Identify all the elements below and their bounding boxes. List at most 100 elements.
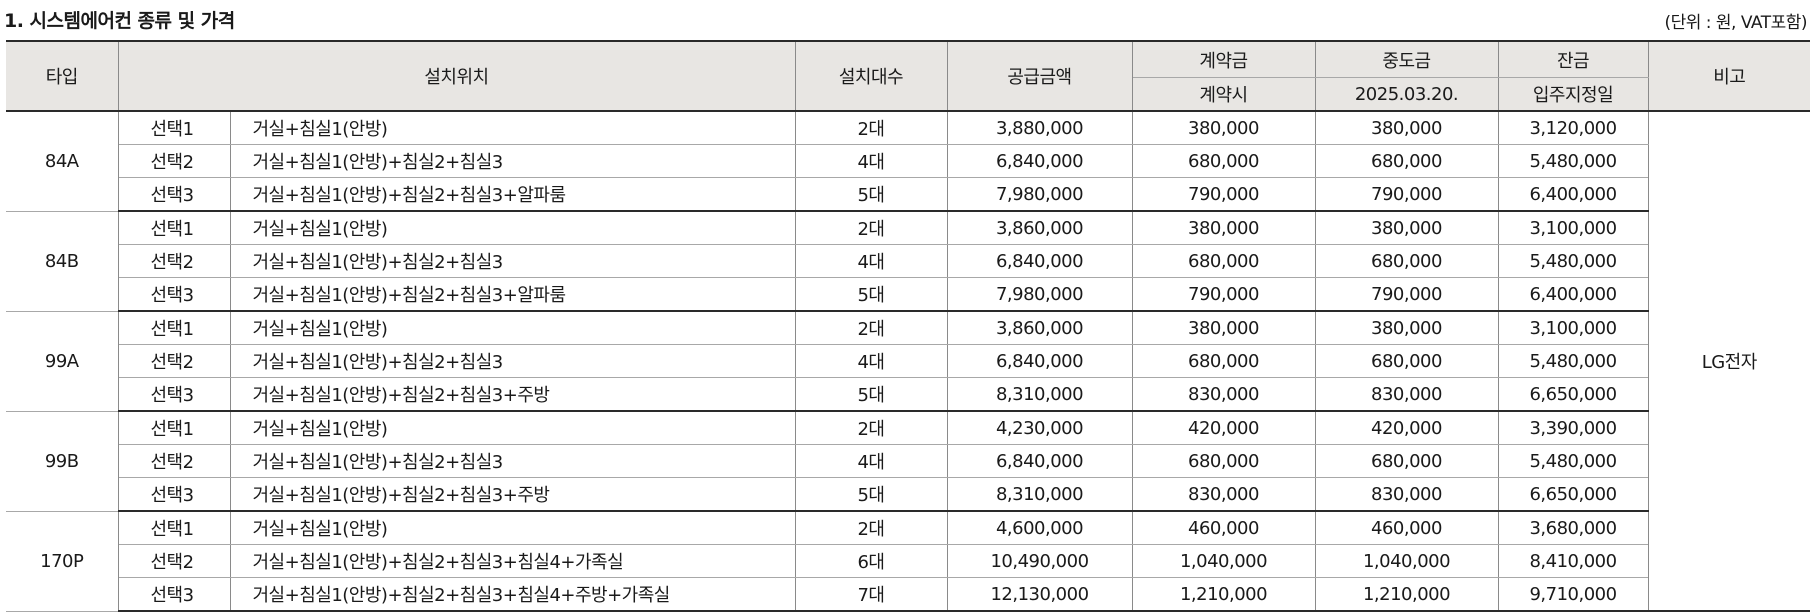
middle-cell: 790,000 xyxy=(1314,277,1499,312)
supply-cell: 8,310,000 xyxy=(946,377,1133,412)
table-row: 84A 선택1 거실+침실1(안방) 2대 3,880,000 380,000 … xyxy=(6,110,1810,612)
deposit-cell: 790,000 xyxy=(1131,177,1316,212)
count-cell: 4대 xyxy=(794,344,948,378)
middle-cell: 680,000 xyxy=(1314,244,1499,278)
deposit-cell: 680,000 xyxy=(1131,144,1316,178)
location-cell: 거실+침실1(안방) xyxy=(229,310,796,345)
middle-cell: 680,000 xyxy=(1314,344,1499,378)
table-row: 선택2 거실+침실1(안방)+침실2+침실3+침실4+가족실 6대 10,490… xyxy=(6,544,1810,578)
deposit-cell: 830,000 xyxy=(1131,477,1316,512)
option-cell: 선택3 xyxy=(118,577,231,612)
count-cell: 2대 xyxy=(794,110,948,145)
middle-cell: 380,000 xyxy=(1314,310,1499,345)
count-cell: 5대 xyxy=(794,177,948,212)
middle-cell: 680,000 xyxy=(1314,444,1499,478)
type-cell: 99A xyxy=(6,310,119,412)
table-row: 선택3 거실+침실1(안방)+침실2+침실3+알파룸 5대 7,980,000 … xyxy=(6,177,1810,212)
price-table-body: 84A 선택1 거실+침실1(안방) 2대 3,880,000 380,000 … xyxy=(6,110,1810,612)
count-cell: 2대 xyxy=(794,310,948,345)
table-row: 99A 선택1 거실+침실1(안방) 2대 3,860,000 380,000 … xyxy=(6,310,1810,412)
supply-cell: 6,840,000 xyxy=(946,144,1133,178)
location-cell: 거실+침실1(안방)+침실2+침실3 xyxy=(229,444,796,478)
option-cell: 선택2 xyxy=(118,444,231,478)
supply-cell: 8,310,000 xyxy=(946,477,1133,512)
option-cell: 선택2 xyxy=(118,244,231,278)
table-row: 선택3 거실+침실1(안방)+침실2+침실3+알파룸 5대 7,980,000 … xyxy=(6,277,1810,312)
count-cell: 5대 xyxy=(794,377,948,412)
location-cell: 거실+침실1(안방)+침실2+침실3+침실4+주방+가족실 xyxy=(229,577,796,612)
option-cell: 선택3 xyxy=(118,477,231,512)
type-cell: 99B xyxy=(6,410,119,512)
deposit-cell: 420,000 xyxy=(1131,410,1316,445)
middle-cell: 1,210,000 xyxy=(1314,577,1499,612)
table-row: 선택2 거실+침실1(안방)+침실2+침실3 4대 6,840,000 680,… xyxy=(6,444,1810,478)
option-cell: 선택2 xyxy=(118,544,231,578)
deposit-cell: 460,000 xyxy=(1131,510,1316,545)
header-count: 설치대수 xyxy=(794,40,948,112)
deposit-cell: 380,000 xyxy=(1131,310,1316,345)
table-row: 선택2 거실+침실1(안방)+침실2+침실3 4대 6,840,000 680,… xyxy=(6,244,1810,278)
balance-cell: 6,400,000 xyxy=(1497,177,1648,212)
count-cell: 5대 xyxy=(794,477,948,512)
option-cell: 선택1 xyxy=(117,110,231,145)
location-cell: 거실+침실1(안방) xyxy=(229,410,796,445)
location-cell: 거실+침실1(안방)+침실2+침실3+주방 xyxy=(229,377,796,412)
balance-cell: 5,480,000 xyxy=(1497,144,1648,178)
deposit-cell: 380,000 xyxy=(1131,210,1316,245)
balance-cell: 3,390,000 xyxy=(1497,410,1648,445)
location-cell: 거실+침실1(안방)+침실2+침실3+침실4+가족실 xyxy=(229,544,796,578)
location-cell: 거실+침실1(안방)+침실2+침실3 xyxy=(229,344,796,378)
header-location: 설치위치 xyxy=(117,40,796,112)
count-cell: 4대 xyxy=(794,244,948,278)
balance-cell: 3,120,000 xyxy=(1497,110,1649,145)
deposit-cell: 1,040,000 xyxy=(1131,544,1316,578)
option-cell: 선택3 xyxy=(118,377,231,412)
table-row: 84B 선택1 거실+침실1(안방) 2대 3,860,000 380,000 … xyxy=(6,210,1810,312)
option-cell: 선택1 xyxy=(117,410,231,445)
unit-note: (단위 : 원, VAT포함) xyxy=(1664,13,1807,33)
count-cell: 4대 xyxy=(794,144,948,178)
table-row: 선택3 거실+침실1(안방)+침실2+침실3+침실4+주방+가족실 7대 12,… xyxy=(6,577,1810,612)
location-cell: 거실+침실1(안방)+침실2+침실3 xyxy=(229,144,796,178)
option-cell: 선택3 xyxy=(118,177,231,212)
deposit-cell: 790,000 xyxy=(1131,277,1316,312)
middle-cell: 830,000 xyxy=(1314,477,1499,512)
header-note: 비고 xyxy=(1647,40,1810,112)
balance-cell: 5,480,000 xyxy=(1497,344,1648,378)
count-cell: 4대 xyxy=(794,444,948,478)
supply-cell: 10,490,000 xyxy=(946,544,1133,578)
balance-cell: 6,650,000 xyxy=(1497,377,1648,412)
balance-cell: 8,410,000 xyxy=(1497,544,1648,578)
count-cell: 7대 xyxy=(794,577,948,612)
count-cell: 2대 xyxy=(794,510,948,545)
supply-cell: 4,230,000 xyxy=(946,410,1133,445)
middle-cell: 680,000 xyxy=(1314,144,1499,178)
option-cell: 선택1 xyxy=(117,510,231,545)
deposit-cell: 680,000 xyxy=(1131,444,1316,478)
balance-cell: 6,650,000 xyxy=(1497,477,1648,512)
header-deposit-when: 계약시 xyxy=(1132,77,1316,112)
middle-cell: 420,000 xyxy=(1314,410,1499,445)
middle-cell: 380,000 xyxy=(1314,210,1499,245)
middle-cell: 830,000 xyxy=(1314,377,1499,412)
location-cell: 거실+침실1(안방)+침실2+침실3+알파룸 xyxy=(229,177,796,212)
balance-cell: 3,680,000 xyxy=(1497,510,1648,545)
supply-cell: 3,860,000 xyxy=(946,310,1133,345)
count-cell: 2대 xyxy=(794,410,948,445)
balance-cell: 9,710,000 xyxy=(1497,577,1648,612)
location-cell: 거실+침실1(안방)+침실2+침실3 xyxy=(229,244,796,278)
count-cell: 5대 xyxy=(794,277,948,312)
note-cell: LG전자 xyxy=(1647,110,1810,612)
count-cell: 2대 xyxy=(794,210,948,245)
middle-cell: 790,000 xyxy=(1314,177,1499,212)
header-middle: 중도금 xyxy=(1314,40,1499,78)
supply-cell: 3,880,000 xyxy=(946,110,1133,145)
count-cell: 6대 xyxy=(794,544,948,578)
supply-cell: 6,840,000 xyxy=(946,444,1133,478)
table-row: 99B 선택1 거실+침실1(안방) 2대 4,230,000 420,000 … xyxy=(6,410,1810,512)
balance-cell: 6,400,000 xyxy=(1497,277,1648,312)
balance-cell: 5,480,000 xyxy=(1497,444,1648,478)
type-cell: 84A xyxy=(6,110,119,212)
location-cell: 거실+침실1(안방) xyxy=(229,110,796,145)
location-cell: 거실+침실1(안방) xyxy=(229,210,796,245)
